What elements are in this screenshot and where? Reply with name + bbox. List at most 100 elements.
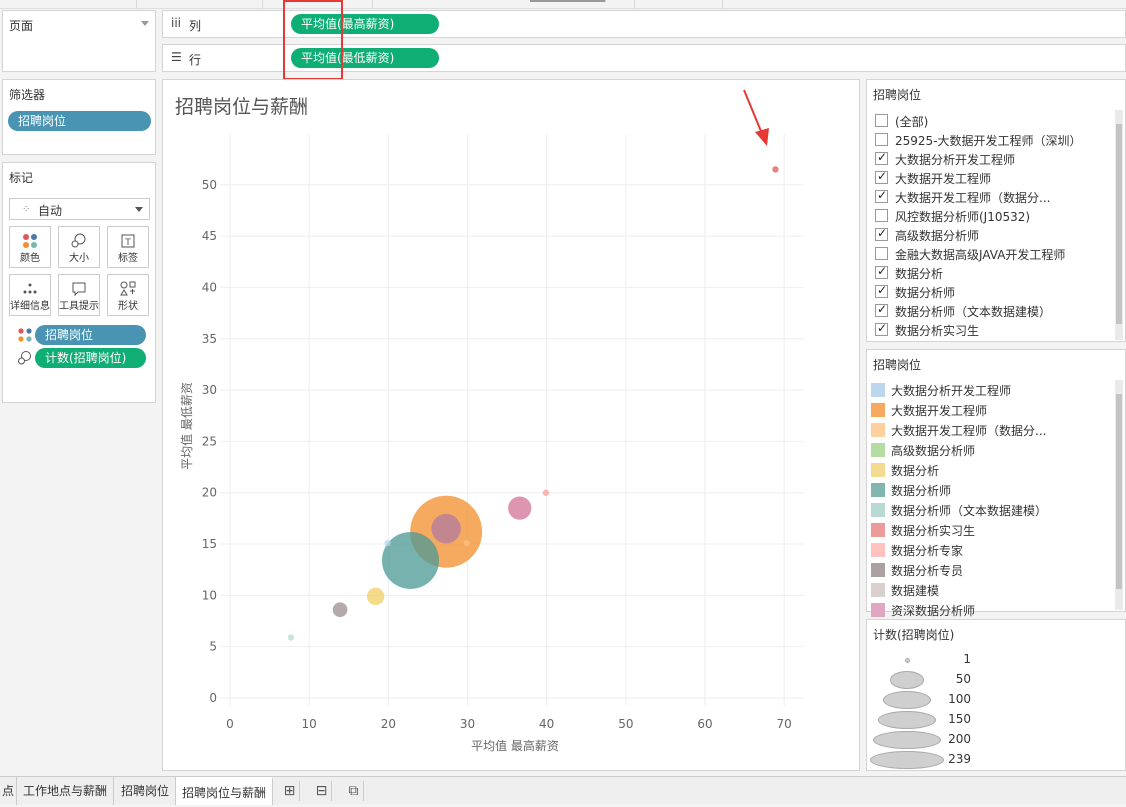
scrollbar-thumb[interactable] bbox=[1116, 394, 1122, 589]
filter-item-label: 大数据分析开发工程师 bbox=[895, 153, 1016, 167]
filter-list-item[interactable]: 大数据开发工程师（数据分... bbox=[875, 188, 1115, 207]
columns-field-pill[interactable]: 平均值(最高薪资) bbox=[291, 14, 439, 34]
filter-list-item[interactable]: 大数据分析开发工程师 bbox=[875, 150, 1115, 169]
sheet-tab[interactable]: 工作地点与薪酬 bbox=[17, 777, 115, 805]
checkbox[interactable] bbox=[875, 188, 888, 203]
y-tick-label: 45 bbox=[202, 229, 217, 243]
color-legend-item[interactable]: 大数据开发工程师（数据分... bbox=[871, 420, 1111, 440]
legend-label: 大数据开发工程师（数据分... bbox=[891, 424, 1047, 438]
color-legend-item[interactable]: 数据分析专员 bbox=[871, 560, 1111, 580]
filter-item-label: 风控数据分析师(J10532) bbox=[895, 210, 1031, 224]
checkbox[interactable] bbox=[875, 169, 888, 184]
checkbox[interactable] bbox=[875, 150, 888, 165]
color-legend-item[interactable]: 数据分析专家 bbox=[871, 540, 1111, 560]
checkbox[interactable] bbox=[875, 283, 888, 298]
marks-title: 标记 bbox=[9, 171, 34, 185]
legend-swatch bbox=[871, 543, 885, 557]
checkbox[interactable] bbox=[875, 133, 888, 146]
size-field-pill[interactable]: 计数(招聘岗位) bbox=[35, 348, 146, 368]
checkbox[interactable] bbox=[875, 321, 888, 336]
legend-label: 大数据开发工程师 bbox=[891, 404, 988, 418]
y-tick-label: 35 bbox=[202, 332, 217, 346]
x-tick-label: 60 bbox=[697, 717, 712, 731]
pages-card[interactable]: 页面 bbox=[2, 10, 156, 72]
scatter-point bbox=[431, 513, 461, 544]
scrollbar-thumb[interactable] bbox=[1116, 124, 1122, 324]
columns-shelf[interactable]: iii 列 平均值(最高薪资) bbox=[162, 10, 1126, 38]
label-button[interactable]: T 标签 bbox=[107, 226, 149, 268]
filter-list-scrollbar[interactable] bbox=[1115, 110, 1123, 340]
checkbox[interactable] bbox=[875, 226, 888, 241]
size-legend-title: 计数(招聘岗位) bbox=[873, 628, 955, 642]
legend-label: 资深数据分析师 bbox=[891, 604, 976, 618]
filter-list-item[interactable]: 金融大数据高级JAVA开发工程师 bbox=[875, 245, 1115, 264]
filter-item-label: 数据分析实习生 bbox=[895, 324, 980, 338]
new-story-icon[interactable]: ⧉ bbox=[344, 781, 364, 801]
filter-item-label: 大数据开发工程师（数据分... bbox=[895, 191, 1051, 205]
sheet-tab-active[interactable]: 招聘岗位与薪酬 bbox=[176, 777, 274, 805]
size-legend-card[interactable]: 计数(招聘岗位) 1 50 100 150 200 239 bbox=[866, 619, 1126, 771]
filter-list-item[interactable]: 数据分析 bbox=[875, 264, 1115, 283]
chart-title: 招聘岗位与薪酬 bbox=[175, 96, 309, 118]
tooltip-button-label: 工具提示 bbox=[59, 301, 99, 312]
auto-mark-icon: ⁘ bbox=[22, 204, 31, 215]
size-button[interactable]: 大小 bbox=[58, 226, 100, 268]
legend-label: 数据分析师 bbox=[891, 484, 952, 498]
marks-card[interactable]: 标记 ⁘ 自动 颜色 大小 T 标签 详细信息 工具提示 bbox=[2, 162, 156, 403]
mark-type-dropdown[interactable]: ⁘ 自动 bbox=[9, 198, 150, 220]
color-field-pill[interactable]: 招聘岗位 bbox=[35, 325, 146, 345]
chart-view[interactable]: 招聘岗位与薪酬 0 10 20 30 40 50 60 70 0 5 10 15 20 25 30 35 40 4… bbox=[162, 79, 860, 771]
sheet-tab[interactable]: 招聘岗位 bbox=[115, 777, 177, 805]
sheet-tab[interactable]: 点 bbox=[0, 777, 18, 805]
color-legend-item[interactable]: 大数据分析开发工程师 bbox=[871, 380, 1111, 400]
filter-list-item[interactable]: 高级数据分析师 bbox=[875, 226, 1115, 245]
mark-type-label: 自动 bbox=[38, 204, 63, 218]
filter-list-item[interactable]: 风控数据分析师(J10532) bbox=[875, 207, 1115, 226]
scatter-point bbox=[463, 539, 470, 547]
filter-item-label: 金融大数据高级JAVA开发工程师 bbox=[895, 248, 1066, 262]
filter-list-item[interactable]: 数据分析实习生 bbox=[875, 321, 1115, 340]
filter-list-item[interactable]: 25925-大数据开发工程师（深圳） bbox=[875, 131, 1115, 150]
color-legend-item[interactable]: 数据分析师（文本数据建模） bbox=[871, 500, 1111, 520]
rows-field-pill[interactable]: 平均值(最低薪资) bbox=[291, 48, 439, 68]
shape-button[interactable]: 形状 bbox=[107, 274, 149, 316]
x-tick-label: 20 bbox=[381, 717, 396, 731]
x-axis-title: 平均值 最高薪资 bbox=[471, 738, 559, 753]
checkbox[interactable] bbox=[875, 114, 888, 127]
color-button[interactable]: 颜色 bbox=[9, 226, 51, 268]
label-button-label: 标签 bbox=[118, 253, 138, 264]
color-legend-item[interactable]: 数据分析 bbox=[871, 460, 1111, 480]
scatter-plot[interactable]: 0 10 20 30 40 50 60 70 0 5 10 15 20 25 30 35 40 45 50 平均值 最… bbox=[163, 80, 861, 772]
tooltip-button[interactable]: 工具提示 bbox=[58, 274, 100, 316]
size-legend-label: 150 bbox=[948, 712, 971, 726]
color-legend-item[interactable]: 大数据开发工程师 bbox=[871, 400, 1111, 420]
new-dashboard-icon[interactable]: ⊟ bbox=[312, 781, 332, 801]
new-worksheet-icon[interactable]: ⊞ bbox=[280, 781, 300, 801]
x-tick-label: 40 bbox=[539, 717, 554, 731]
filter-field-pill[interactable]: 招聘岗位 bbox=[8, 111, 151, 131]
scatter-point bbox=[332, 602, 348, 618]
filter-list-item[interactable]: (全部) bbox=[875, 112, 1115, 131]
color-legend-item[interactable]: 数据建模 bbox=[871, 580, 1111, 600]
filter-list-card[interactable]: 招聘岗位 (全部) 25925-大数据开发工程师（深圳） 大数据分析开发工程师大数据… bbox=[866, 79, 1126, 342]
color-encoding-icon bbox=[17, 327, 33, 343]
color-legend-item[interactable]: 数据分析师 bbox=[871, 480, 1111, 500]
checkbox[interactable] bbox=[875, 209, 888, 222]
rows-shelf[interactable]: ☰ 行 平均值(最低薪资) bbox=[162, 44, 1126, 72]
color-legend-item[interactable]: 高级数据分析师 bbox=[871, 440, 1111, 460]
color-legend-item[interactable]: 数据分析实习生 bbox=[871, 520, 1111, 540]
color-legend-scrollbar[interactable] bbox=[1115, 380, 1123, 610]
detail-button[interactable]: 详细信息 bbox=[9, 274, 51, 316]
scatter-point bbox=[366, 587, 385, 606]
color-legend-item[interactable]: 资深数据分析师 bbox=[871, 600, 1111, 620]
filter-list-item[interactable]: 数据分析师（文本数据建模） bbox=[875, 302, 1115, 321]
chevron-down-icon[interactable] bbox=[141, 21, 149, 26]
filters-card[interactable]: 筛选器 招聘岗位 bbox=[2, 79, 156, 155]
checkbox[interactable] bbox=[875, 264, 888, 279]
filter-list-item[interactable]: 数据分析师 bbox=[875, 283, 1115, 302]
filter-list-item[interactable]: 大数据开发工程师 bbox=[875, 169, 1115, 188]
toolbar-divider bbox=[372, 0, 373, 9]
checkbox[interactable] bbox=[875, 247, 888, 260]
checkbox[interactable] bbox=[875, 302, 888, 317]
color-legend-card[interactable]: 招聘岗位 大数据分析开发工程师 大数据开发工程师 大数据开发工程师（数据分... 高级… bbox=[866, 349, 1126, 618]
